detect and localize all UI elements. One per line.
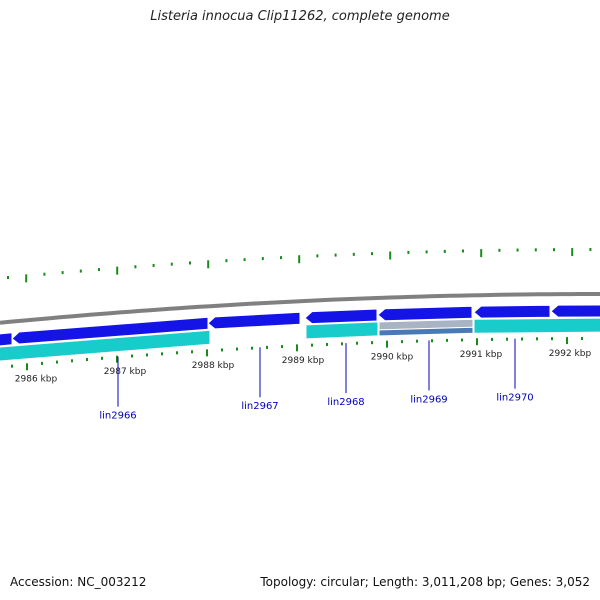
- ruler-label: 2991 kbp: [460, 350, 503, 360]
- gene-block-cyan[interactable]: [305, 321, 379, 340]
- ruler-label: 2989 kbp: [282, 356, 325, 366]
- gene-arrow-blue[interactable]: [207, 311, 301, 330]
- gene-label[interactable]: lin2970: [496, 393, 533, 404]
- gene-label[interactable]: lin2969: [410, 394, 447, 405]
- ruler-label: 2988 kbp: [192, 361, 235, 371]
- genome-title: Listeria innocua Clip11262, complete gen…: [150, 9, 450, 24]
- gene-label[interactable]: lin2968: [327, 397, 364, 408]
- gene-arrow-blue[interactable]: [304, 308, 378, 325]
- ruler-label: 2990 kbp: [371, 352, 414, 362]
- gene-arrow-blue[interactable]: [550, 304, 600, 318]
- gene-label[interactable]: lin2966: [99, 411, 136, 422]
- lower-tick-track: [11, 337, 583, 371]
- genome-backbone: [0, 292, 600, 325]
- gene-arrow-blue[interactable]: [0, 332, 13, 347]
- gene-labels[interactable]: lin2966 lin2967 lin2968 lin2969 lin2970: [99, 338, 534, 422]
- ruler-label: 2992 kbp: [549, 349, 592, 359]
- ruler-labels: 2986 kbp 2987 kbp 2988 kbp 2989 kbp 2990 kbp…: [15, 349, 592, 384]
- topology-label: Topology: circular; Length: 3,011,208 bp…: [260, 575, 590, 589]
- gene-block-steel[interactable]: [378, 326, 474, 337]
- gene-block-cyan[interactable]: [473, 317, 600, 334]
- gene-arrow-blue[interactable]: [473, 304, 551, 319]
- gc-skew-track: [7, 248, 592, 283]
- ruler-label: 2986 kbp: [15, 374, 58, 384]
- gene-track: [0, 304, 600, 362]
- gene-label[interactable]: lin2967: [241, 401, 278, 412]
- accession-label: Accession: NC_003212: [10, 575, 147, 589]
- gene-block-cyan[interactable]: [0, 329, 211, 362]
- ruler-label: 2987 kbp: [104, 367, 147, 377]
- gene-arrow-blue[interactable]: [377, 305, 473, 322]
